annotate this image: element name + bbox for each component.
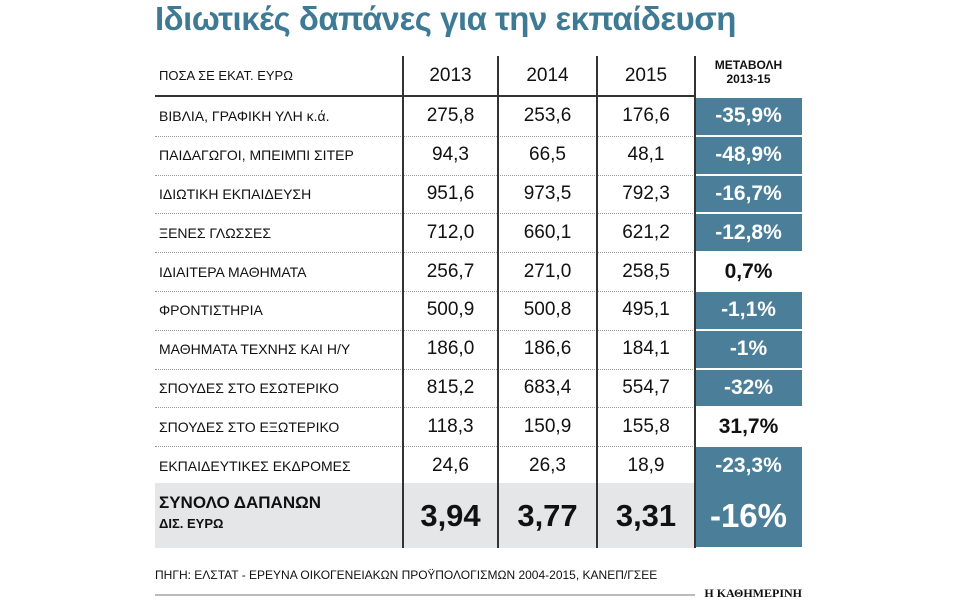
column-header: 2015 [624,64,668,86]
column-header: 2013 [429,64,472,86]
cell-value: 24,6 [432,454,469,476]
cell-value: 186,6 [523,338,572,360]
change-value: -16,7% [695,175,802,213]
total-unit: ΔΙΣ. ΕΥΡΩ [159,516,224,531]
cell-value: 500,9 [426,299,475,321]
change-value: -12,8% [695,214,802,252]
column-divider [596,56,598,548]
row-label: ΒΙΒΛΙΑ, ΓΡΑΦΙΚΗ ΥΛΗ κ.ά. [159,108,330,125]
column-header: ΠΟΣΑ ΣΕ ΕΚΑΤ. ΕΥΡΩ [159,68,293,83]
cell-value: 792,3 [622,182,670,204]
row-divider [155,407,695,409]
row-divider [155,368,695,370]
footer-rule [155,594,695,596]
cell-value: 66,5 [529,144,566,166]
column-header: ΜΕΤΑΒΟΛΗ 2013-15 [714,57,783,86]
cell-value: 815,2 [426,376,475,398]
cell-value: 18,9 [627,454,665,476]
cell-value: 186,0 [426,338,475,360]
total-value: 3,94 [420,497,481,533]
cell-value: 26,3 [529,454,566,476]
row-divider [155,252,695,254]
change-value: -1% [695,330,802,368]
cell-value: 94,3 [432,144,469,166]
total-label: ΣΥΝΟΛΟ ΔΑΠΑΝΩΝ [159,493,322,512]
change-value: -48,9% [695,136,802,174]
row-divider [155,291,695,292]
row-label: ΙΔΙΩΤΙΚΗ ΕΚΠΑΙΔΕΥΣΗ [159,185,312,202]
cell-value: 951,6 [426,182,475,204]
row-divider [155,213,695,215]
cell-value: 271,0 [523,260,572,282]
column-header: 2014 [526,64,569,86]
cell-value: 621,2 [622,221,670,243]
change-value: 0,7% [724,259,773,283]
cell-value: 253,6 [523,105,572,127]
cell-value: 712,0 [426,221,475,243]
cell-value: 500,8 [523,299,572,321]
source: ΠΗΓΗ: ΕΛΣΤΑΤ - ΕΡΕΥΝΑ ΟΙΚΟΓΕΝΕΙΑΚΩΝ ΠΡΟΫ… [155,568,658,582]
cell-value: 973,5 [523,182,572,204]
cell-value: 683,4 [523,376,572,398]
cell-value: 660,1 [523,221,572,243]
header-rule [155,95,695,97]
row-label: ΦΡΟΝΤΙΣΤΗΡΙΑ [159,302,263,319]
change-value: 31,7% [718,414,779,438]
total-change: -16% [695,484,802,547]
total-background [155,483,695,548]
column-divider [694,56,696,548]
row-label: ΣΠΟΥΔΕΣ ΣΤΟ ΕΞΩΤΕΡΙΚΟ [159,418,340,435]
cell-value: 184,1 [622,338,670,360]
row-label: ΙΔΙΑΙΤΕΡΑ ΜΑΘΗΜΑΤΑ [159,263,307,280]
cell-value: 150,9 [523,415,572,437]
column-divider [402,56,404,548]
cell-value: 256,7 [426,260,475,282]
row-label: ΣΠΟΥΔΕΣ ΣΤΟ ΕΣΩΤΕΡΙΚΟ [159,379,339,396]
total-value: 3,31 [615,497,677,533]
total-value: 3,77 [517,497,578,533]
column-divider [497,56,499,548]
cell-value: 495,1 [622,299,670,321]
change-value: -23,3% [695,447,802,484]
row-divider [155,329,695,331]
row-divider [155,174,695,176]
cell-value: 258,5 [622,260,670,282]
row-label: ΕΚΠΑΙΔΕΥΤΙΚΕΣ ΕΚΔΡΟΜΕΣ [159,457,351,474]
row-divider [155,135,695,137]
cell-value: 176,6 [622,105,670,127]
title: Ιδιωτικές δαπάνες για την εκπαίδευση [155,0,736,37]
cell-value: 554,7 [622,376,670,398]
cell-value: 48,1 [627,144,665,166]
change-value: -1,1% [695,292,802,329]
cell-value: 118,3 [427,415,474,437]
row-label: ΞΕΝΕΣ ΓΛΩΣΣΕΣ [159,224,271,241]
brand: Η ΚΑΘΗΜΕΡΙΝΗ [704,586,802,600]
row-divider [155,446,695,448]
row-label: ΜΑΘΗΜΑΤΑ ΤΕΧΝΗΣ ΚΑΙ Η/Υ [159,341,351,358]
change-value: -32% [695,369,802,407]
change-value: -35,9% [695,98,802,135]
row-label: ΠΑΙΔΑΓΩΓΟΙ, ΜΠΕΙΜΠΙ ΣΙΤΕΡ [159,147,354,164]
cell-value: 275,8 [426,105,475,127]
cell-value: 155,8 [622,415,670,437]
